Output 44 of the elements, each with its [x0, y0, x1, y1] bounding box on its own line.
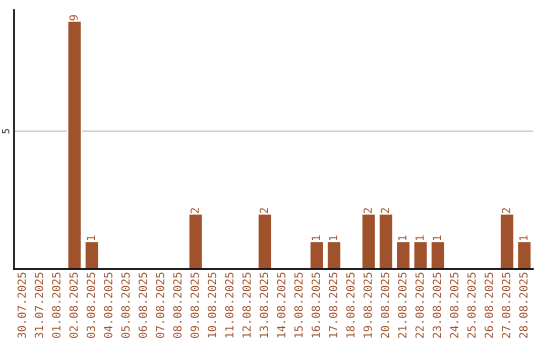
data-label: 9	[69, 15, 78, 20]
data-label: 1	[398, 236, 406, 240]
x-tick-label: 12.08.2025	[242, 272, 251, 338]
y-tick-label: 5	[2, 129, 10, 134]
x-tick-label: 16.08.2025	[312, 272, 320, 338]
data-label: 2	[380, 208, 390, 214]
x-tick-label: 28.08.2025	[519, 272, 528, 338]
x-tick-label: 17.08.2025	[328, 272, 338, 338]
x-tick-label: 11.08.2025	[225, 272, 234, 338]
x-tick-label: 24.08.2025	[450, 272, 458, 338]
x-tick-label: 23.08.2025	[432, 272, 442, 338]
data-label: 1	[329, 236, 338, 240]
x-tick-label: 07.08.2025	[156, 272, 164, 338]
data-label: 1	[519, 236, 528, 240]
data-label: 2	[364, 208, 372, 214]
x-tick-label: 30.07.2025	[18, 272, 26, 338]
x-tick-label: 08.08.2025	[173, 272, 182, 338]
x-tick-label: 01.08.2025	[52, 272, 61, 338]
data-label: 1	[86, 236, 95, 240]
x-tick-label: 31.07.2025	[34, 272, 44, 338]
x-tick-label: 18.08.2025	[346, 272, 355, 338]
x-tick-label: 26.08.2025	[484, 272, 494, 338]
x-tick-label: 09.08.2025	[190, 272, 199, 338]
x-tick-label: 10.08.2025	[208, 272, 216, 338]
data-label: 1	[416, 236, 424, 240]
x-tick-label: 05.08.2025	[121, 272, 130, 338]
x-tick-label: 06.08.2025	[138, 272, 148, 338]
x-tick-label: 15.08.2025	[294, 272, 303, 338]
x-tick-label: 25.08.2025	[467, 272, 476, 338]
x-tick-label: 21.08.2025	[398, 272, 407, 338]
x-tick-label: 27.08.2025	[502, 272, 510, 338]
x-tick-label: 04.08.2025	[104, 272, 112, 338]
x-tick-label: 14.08.2025	[277, 272, 286, 338]
data-label: 1	[432, 236, 441, 240]
x-tick-label: 22.08.2025	[415, 272, 424, 338]
x-tick-label: 03.08.2025	[86, 272, 96, 338]
data-label: 1	[312, 236, 320, 240]
x-tick-label: 20.08.2025	[380, 272, 390, 338]
data-label: 2	[260, 208, 268, 214]
x-tick-label: 19.08.2025	[364, 272, 372, 338]
x-tick-label: 13.08.2025	[260, 272, 268, 338]
data-label: 2	[502, 208, 510, 214]
x-tick-label: 02.08.2025	[69, 272, 78, 338]
data-label: 2	[190, 208, 199, 214]
